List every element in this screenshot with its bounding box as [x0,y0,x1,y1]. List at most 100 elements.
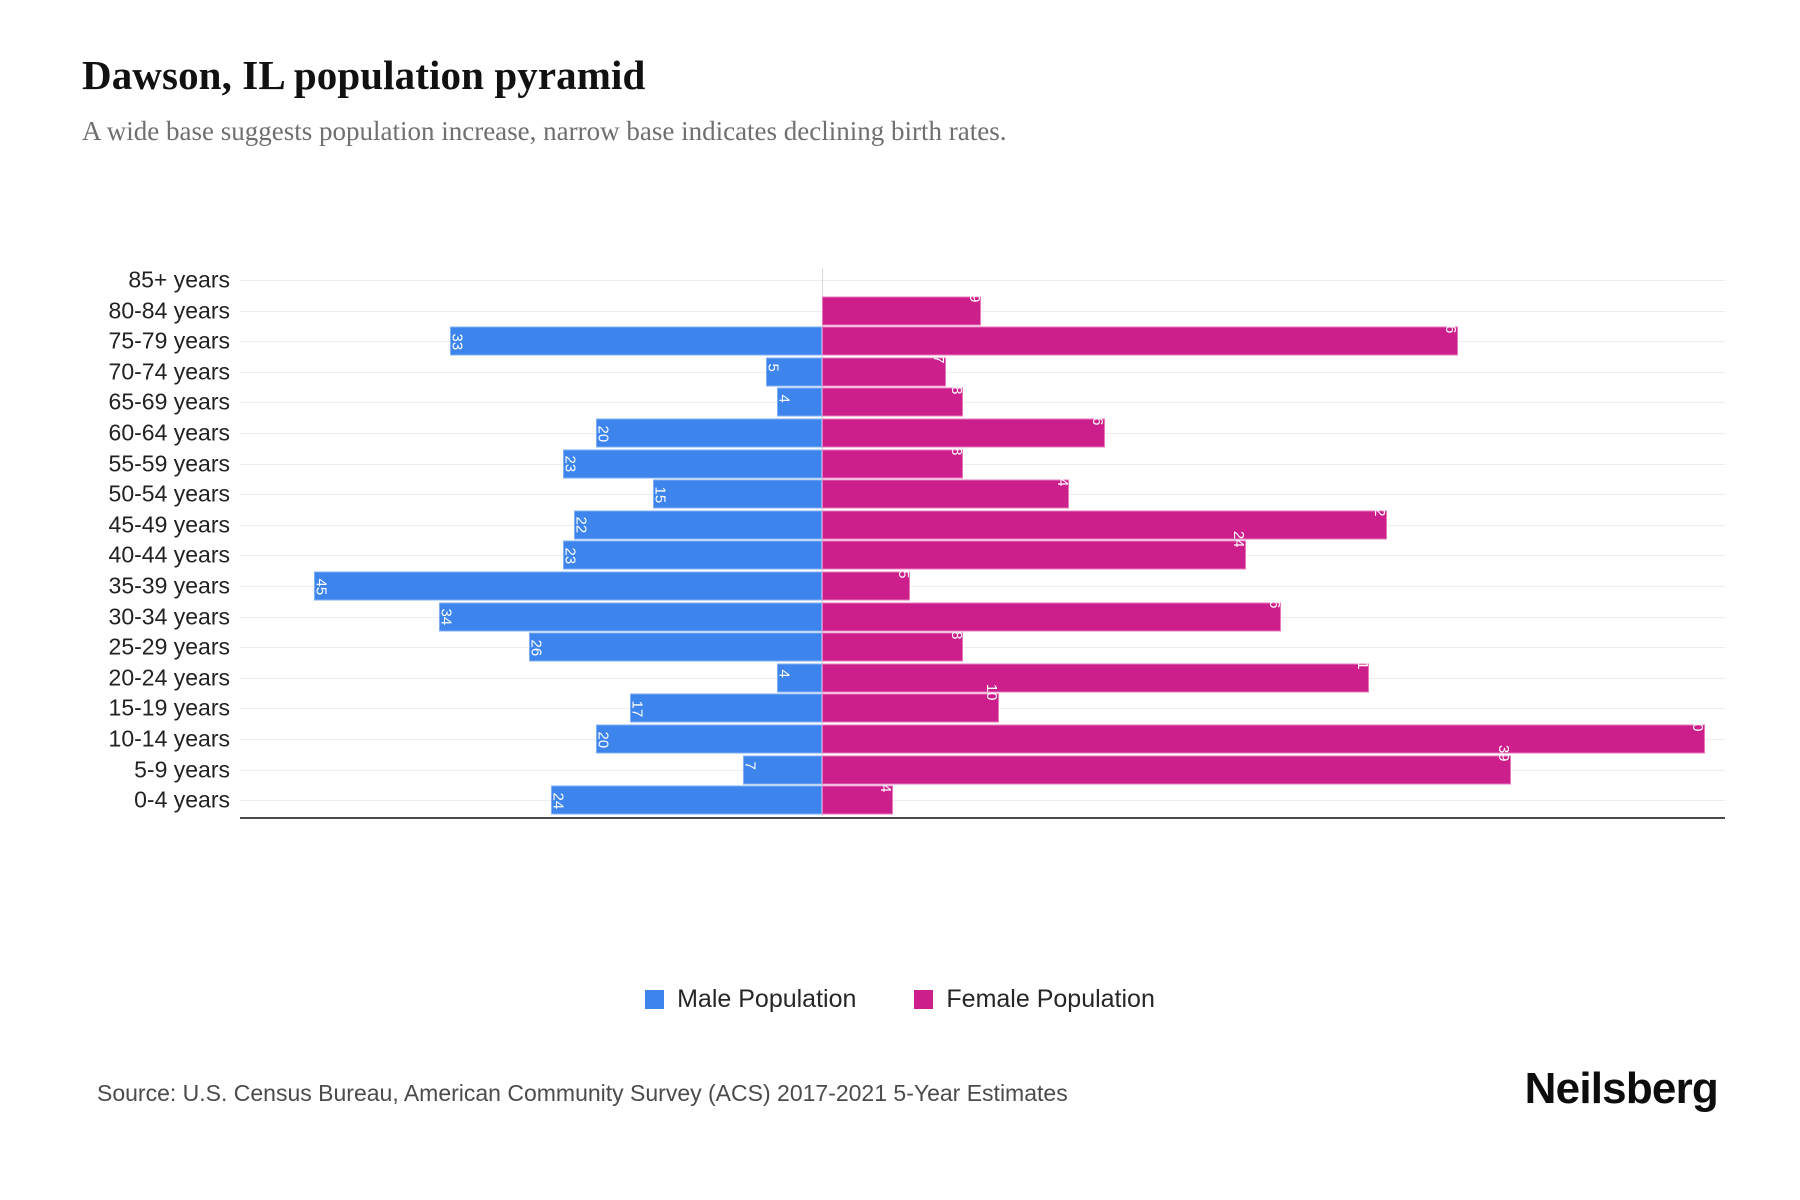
y-axis-labels: 85+ years 80-84 years 75-79 years 70-74 yea… [0,267,230,898]
legend-item-male[interactable]: Male Population [645,985,856,1014]
chart-header: Dawson, IL population pyramid A wide bas… [82,52,1722,148]
bar-male-40-44-years[interactable]: 23 [561,540,823,570]
bar-value-label: 24 [1230,530,1248,548]
bar-male-15-19-years[interactable]: 17 [628,693,823,723]
bar-male-55-59-years[interactable]: 23 [561,449,823,479]
bar-value-label: 20 [594,731,612,748]
chart-plot-area: 85+ years 80-84 years 75-79 years 70-74 yea… [0,267,1800,918]
x-axis-baseline [240,817,1725,820]
bar-value-label: 8 [947,630,965,640]
bar-value-label: 50 [1689,714,1707,731]
y-axis-tick-14: 15-19 years [108,694,230,721]
y-axis-tick-12: 25-29 years [108,633,230,660]
y-axis-tick-6: 55-59 years [108,450,230,477]
page-title: Dawson, IL population pyramid [82,52,646,98]
bar-female-0-4-years[interactable]: 4 [822,784,894,815]
y-axis-tick-1: 80-84 years [108,297,230,324]
bar-male-45-49-years[interactable]: 22 [572,510,823,540]
bar-value-label: 9 [965,294,983,303]
bar-value-label: 22 [572,516,590,534]
gridline [240,310,1725,312]
bar-value-label: 24 [549,792,567,809]
y-axis-tick-16: 5-9 years [134,756,230,783]
legend-swatch-female-icon [914,990,934,1009]
y-axis-tick-10: 35-39 years [108,572,230,599]
legend-swatch-male-icon [645,990,665,1009]
chart-subtitle: A wide base suggests population increase… [82,116,1007,147]
bar-value-label: 23 [561,547,579,565]
bar-value-label: 14 [1053,469,1071,487]
y-axis-tick-8: 45-49 years [108,511,230,538]
bar-male-20-24-years[interactable]: 4 [775,663,823,693]
bar-male-35-39-years[interactable]: 45 [312,571,823,601]
bar-value-label: 8 [947,447,965,456]
bar-female-55-59-years[interactable]: 8 [822,447,965,479]
bar-male-65-69-years[interactable]: 4 [775,387,823,417]
bar-male-30-34-years[interactable]: 34 [437,602,823,632]
bar-female-60-64-years[interactable]: 16 [822,408,1106,448]
bar-value-label: 45 [312,578,330,595]
bar-value-label: 5 [894,569,912,578]
bar-female-70-74-years[interactable]: 7 [822,355,948,387]
bar-female-65-69-years[interactable]: 8 [822,386,965,417]
bar-male-70-74-years[interactable]: 5 [764,357,823,387]
legend-item-female[interactable]: Female Population [914,985,1155,1014]
y-axis-tick-11: 30-34 years [108,603,230,630]
bar-value-label: 15 [651,486,669,503]
chart-legend: Male Population Female Population [0,985,1800,1014]
bar-female-75-79-years[interactable]: 36 [822,317,1459,356]
bar-value-label: 5 [764,363,782,373]
bar-value-label: 34 [437,608,455,626]
bar-female-30-34-years[interactable]: 26 [822,592,1283,632]
bar-value-label: 31 [1353,653,1371,670]
source-note: Source: U.S. Census Bureau, American Com… [97,1080,1068,1106]
bar-male-5-9-years[interactable]: 7 [741,755,823,785]
y-axis-tick-7: 50-54 years [108,480,230,507]
bar-value-label: 20 [594,425,612,442]
y-axis-tick-5: 60-64 years [108,419,230,446]
bar-female-80-84-years[interactable]: 9 [822,294,983,326]
bar-value-label: 4 [775,669,793,679]
gridline [240,463,1725,465]
bar-female-10-14-years[interactable]: 50 [822,714,1706,754]
bar-female-25-29-years[interactable]: 8 [822,630,965,662]
bar-value-label: 36 [1442,316,1460,334]
legend-label-female: Female Population [946,985,1155,1013]
bar-value-label: 26 [1265,591,1283,609]
bar-female-35-39-years[interactable]: 5 [822,569,912,601]
y-axis-tick-15: 10-14 years [108,725,230,752]
y-axis-tick-3: 70-74 years [108,358,230,385]
y-axis-tick-0: 85+ years [128,266,230,293]
bar-male-10-14-years[interactable]: 20 [594,724,823,754]
bar-value-label: 17 [628,700,646,718]
gridline [240,402,1725,404]
bar-female-50-54-years[interactable]: 14 [822,470,1071,509]
y-axis-tick-4: 65-69 years [108,388,230,415]
brand-logo: Neilsberg [1524,1064,1719,1113]
bar-value-label: 7 [930,355,948,364]
y-axis-tick-13: 20-24 years [108,664,230,691]
bar-female-5-9-years[interactable]: 39 [822,745,1512,785]
y-axis-tick-9: 40-44 years [108,541,230,568]
legend-label-male: Male Population [677,985,857,1013]
gridline [240,647,1725,649]
bar-value-label: 39 [1495,744,1513,762]
gridline [240,280,1725,281]
bar-value-label: 32 [1371,500,1389,517]
bar-female-20-24-years[interactable]: 31 [822,653,1371,693]
gridline [240,371,1725,373]
bar-female-40-44-years[interactable]: 24 [822,531,1247,570]
bar-male-60-64-years[interactable]: 20 [594,418,823,448]
gridline [240,800,1725,802]
bar-value-label: 16 [1089,408,1107,425]
bar-value-label: 7 [741,761,759,770]
bar-male-25-29-years[interactable]: 26 [527,632,823,662]
bar-value-label: 4 [775,394,793,403]
bar-male-50-54-years[interactable]: 15 [651,479,823,509]
bar-female-45-49-years[interactable]: 32 [822,500,1389,540]
bar-male-0-4-years[interactable]: 24 [549,785,823,815]
bar-male-75-79-years[interactable]: 33 [448,326,823,356]
bar-value-label: 8 [947,386,965,395]
bar-value-label: 26 [527,639,545,656]
bar-female-15-19-years[interactable]: 10 [822,684,1000,723]
